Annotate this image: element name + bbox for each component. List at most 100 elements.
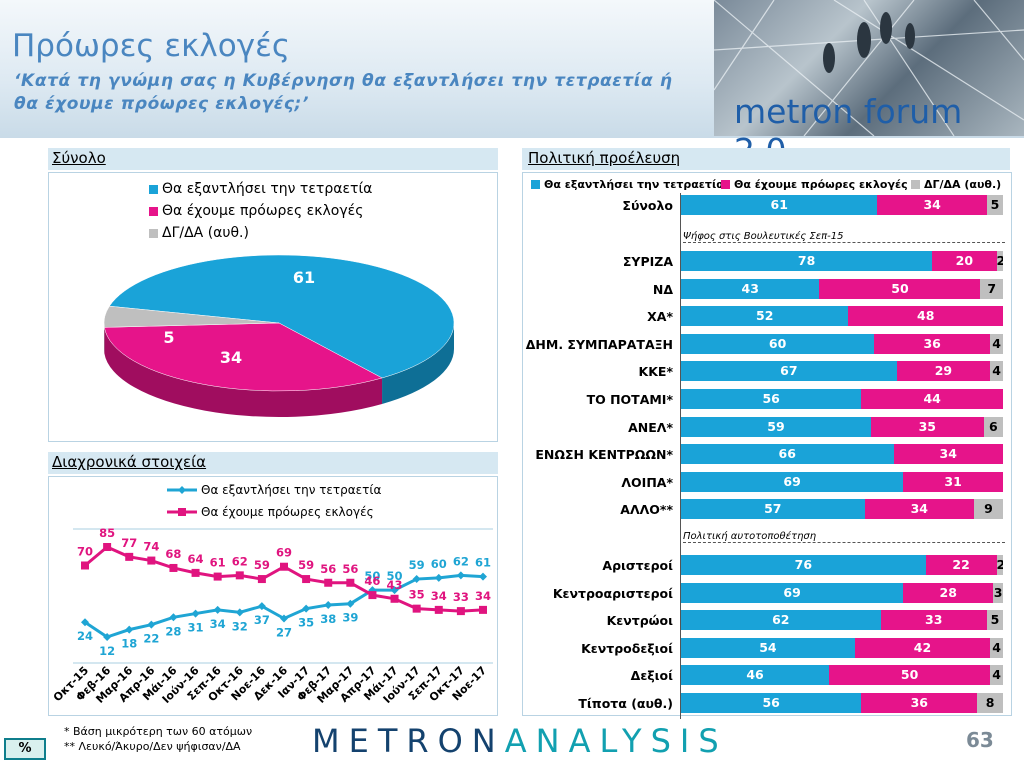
bar-segment: 34 <box>877 195 987 215</box>
bar-segment: 4 <box>990 361 1003 382</box>
bar-segment: 43 <box>681 278 820 299</box>
bar-category-label: ΚΚΕ* <box>638 364 673 380</box>
bar-segment: 9 <box>974 499 1003 520</box>
line-point <box>235 608 244 617</box>
bar-segment: 69 <box>681 471 904 492</box>
bar-segment: 78 <box>681 251 933 271</box>
line-point <box>368 586 377 595</box>
line-value-label: 38 <box>320 612 336 626</box>
bar-legend-early: Θα έχουμε πρόωρες εκλογές <box>721 178 908 191</box>
political-panel-header: Πολιτική προέλευση <box>522 148 1010 170</box>
line-value-label: 68 <box>165 547 181 561</box>
line-point <box>434 573 443 582</box>
bar-segment: 28 <box>903 582 994 603</box>
bar-segment: 61 <box>681 195 878 215</box>
bar-group-caption: Ψήφος στις Βουλευτικές Σεπ-15 <box>683 231 1005 243</box>
bar-segment: 35 <box>870 416 984 437</box>
bar-segment: 33 <box>880 610 987 631</box>
line-point <box>191 609 200 618</box>
pie-value-label: 5 <box>163 328 174 347</box>
line-point <box>235 571 244 580</box>
bar-segment: 29 <box>896 361 991 382</box>
pie-legend-dk-label: ΔΓ/ΔΑ (αυθ.) <box>162 225 249 241</box>
bar-segment: 5 <box>986 195 1003 215</box>
brand-left: METRON <box>312 722 505 760</box>
bar-segment: 67 <box>681 361 897 382</box>
bar-axis <box>680 193 681 719</box>
line-point <box>456 571 465 580</box>
bar-segment: 59 <box>681 416 871 437</box>
bar-segment: 4 <box>990 665 1003 686</box>
bar-segment: 36 <box>874 333 991 354</box>
line-value-label: 59 <box>254 558 270 572</box>
line-point <box>280 562 288 571</box>
line-point <box>390 586 399 595</box>
bar-segment: 2 <box>996 251 1003 271</box>
line-point <box>412 575 421 584</box>
line-value-label: 39 <box>342 611 358 625</box>
pie-legend-exhaust-label: Θα εξαντλήσει την τετραετία <box>162 181 373 197</box>
line-value-label: 34 <box>475 589 491 603</box>
line-point <box>346 578 355 587</box>
bar-segment: 6 <box>983 416 1003 437</box>
bar-segment: 62 <box>681 610 881 631</box>
bar-segment: 56 <box>681 693 862 713</box>
line-point <box>257 602 266 611</box>
line-point <box>147 556 156 565</box>
bar-category-label: ΑΛΛΟ** <box>620 502 673 518</box>
footnotes: * Βάση μικρότερη των 60 ατόμων ** Λευκό/… <box>64 724 252 754</box>
line-legend-early-marker <box>167 508 197 516</box>
line-value-label: 43 <box>387 578 403 592</box>
trend-panel-header: Διαχρονικά στοιχεία <box>48 452 498 474</box>
line-value-label: 62 <box>453 554 469 568</box>
bar-segment: 31 <box>903 471 1003 492</box>
bar-category-label: Κεντρώοι <box>606 613 673 629</box>
line-legend-exhaust: Θα εξαντλήσει την τετραετία <box>167 483 381 497</box>
bar-group-caption: Πολιτική αυτοτοποθέτηση <box>683 531 1005 543</box>
header-photo-graphic <box>714 0 1024 136</box>
line-point <box>479 605 487 614</box>
line-value-label: 35 <box>298 616 314 630</box>
line-value-label: 28 <box>165 624 181 638</box>
line-value-label: 27 <box>276 626 292 640</box>
bar-category-label: Κεντροαριστεροί <box>552 585 673 601</box>
bar-segment: 66 <box>681 444 894 465</box>
line-point <box>346 599 355 608</box>
bar-segment: 57 <box>681 499 865 520</box>
bar-category-label: ΕΝΩΣΗ ΚΕΝΤΡΩΩΝ* <box>535 447 673 463</box>
line-value-label: 46 <box>364 574 380 588</box>
line-point <box>390 594 399 603</box>
line-value-label: 33 <box>453 590 469 604</box>
bar-segment: 50 <box>829 665 991 686</box>
line-value-label: 59 <box>298 558 314 572</box>
bar-category-label: ΑΝΕΛ* <box>628 419 673 435</box>
line-value-label: 64 <box>188 552 204 566</box>
bar-segment: 60 <box>681 333 875 354</box>
line-value-label: 31 <box>188 621 204 635</box>
line-value-label: 50 <box>387 569 403 583</box>
header-photo <box>714 0 1024 136</box>
line-value-label: 60 <box>431 557 447 571</box>
line-point <box>257 575 266 584</box>
line-value-label: 50 <box>364 569 380 583</box>
line-point <box>368 591 377 600</box>
bar-segment: 34 <box>864 499 974 520</box>
bar-category-label: ΛΟΙΠΑ* <box>621 474 673 490</box>
line-point <box>169 563 178 572</box>
bar-category-label: ΧΑ* <box>647 309 673 325</box>
pie-chart: 61 34 5 <box>103 254 455 417</box>
line-value-label: 56 <box>342 562 358 576</box>
pie-slice-2 <box>103 305 280 328</box>
bar-category-label: ΔΗΜ. ΣΥΜΠΑΡΑΤΑΞΗ <box>525 336 673 352</box>
line-value-label: 70 <box>77 544 93 558</box>
bar-segment: 2 <box>996 555 1003 575</box>
line-value-label: 61 <box>475 556 491 570</box>
footnote-1: * Βάση μικρότερη των 60 ατόμων <box>64 725 253 738</box>
line-legend-early-label: Θα έχουμε πρόωρες εκλογές <box>201 505 374 519</box>
bar-category-label: Αριστεροί <box>602 558 673 573</box>
line-value-label: 34 <box>431 589 447 603</box>
total-panel: Θα εξαντλήσει την τετραετία Θα έχουμε πρ… <box>48 172 498 442</box>
bar-segment: 48 <box>848 306 1003 327</box>
line-point <box>81 618 89 627</box>
bar-segment: 50 <box>819 278 981 299</box>
